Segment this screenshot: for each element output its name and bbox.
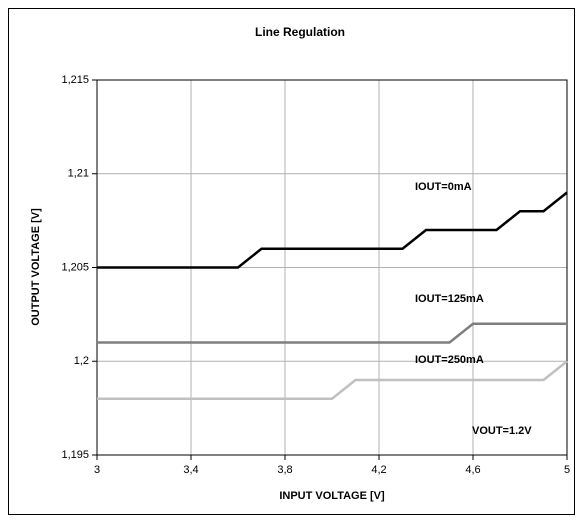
- series-label: IOUT=250mA: [415, 354, 484, 366]
- x-tick-label: 3,8: [277, 464, 292, 476]
- x-tick-label: 4,6: [465, 464, 480, 476]
- series-label: IOUT=0mA: [415, 181, 472, 193]
- y-tick-label: 1,21: [68, 168, 89, 180]
- x-axis-label: INPUT VOLTAGE [V]: [279, 490, 385, 502]
- y-tick-label: 1,215: [61, 74, 89, 86]
- series-line: [97, 360, 568, 400]
- y-axis-label: OUTPUT VOLTAGE [V]: [30, 208, 42, 326]
- x-tick-label: 3: [94, 464, 100, 476]
- y-tick-label: 1,205: [61, 261, 89, 273]
- x-tick-label: 4,2: [371, 464, 386, 476]
- chart-title: Line Regulation: [255, 25, 345, 39]
- annotation: VOUT=1.2V: [472, 425, 532, 437]
- y-tick-label: 1,2: [74, 355, 89, 367]
- series-label: IOUT=125mA: [415, 293, 484, 305]
- series-line: [97, 322, 567, 344]
- x-tick-label: 5: [564, 464, 570, 476]
- chart-frame: [8, 8, 575, 515]
- x-tick-label: 3,4: [183, 464, 198, 476]
- series-line: [97, 191, 568, 269]
- y-tick-label: 1,195: [61, 449, 89, 461]
